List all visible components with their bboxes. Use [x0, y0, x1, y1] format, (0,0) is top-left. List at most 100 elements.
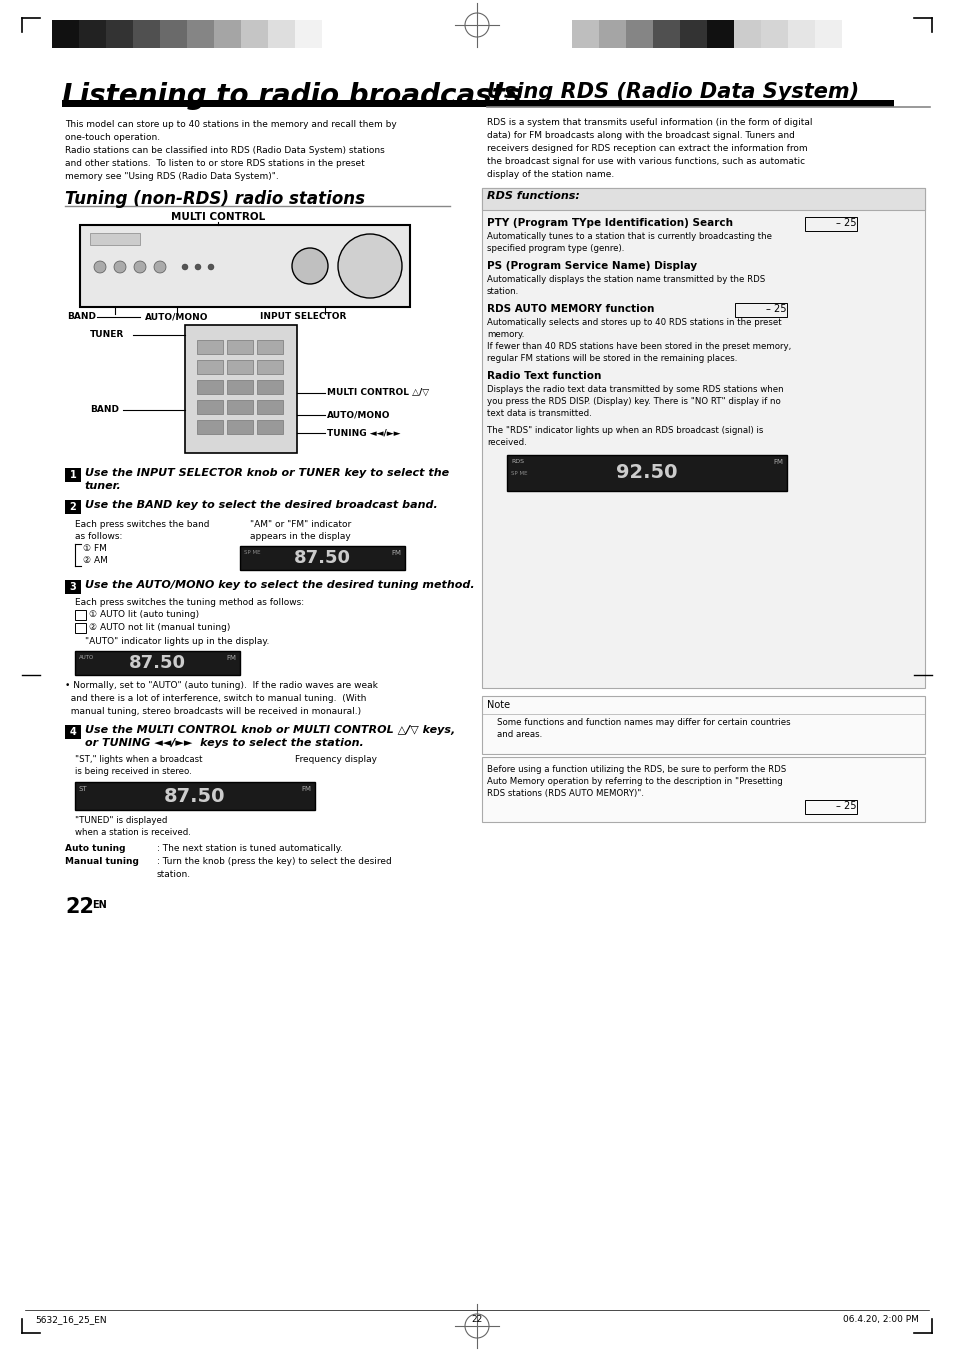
- Text: 4: 4: [70, 727, 76, 738]
- Text: "TUNED" is displayed: "TUNED" is displayed: [75, 816, 167, 825]
- Text: receivers designed for RDS reception can extract the information from: receivers designed for RDS reception can…: [486, 145, 807, 153]
- Bar: [132, 20, 160, 49]
- Bar: [625, 20, 652, 49]
- Text: station.: station.: [157, 870, 191, 880]
- Text: Listening to radio broadcasts: Listening to radio broadcasts: [62, 82, 521, 109]
- Text: 87.50: 87.50: [129, 654, 186, 671]
- Text: Some functions and function names may differ for certain countries: Some functions and function names may di…: [497, 717, 790, 727]
- Text: ② AM: ② AM: [83, 557, 108, 565]
- Text: AUTO/MONO: AUTO/MONO: [327, 409, 390, 419]
- Text: Automatically displays the station name transmitted by the RDS: Automatically displays the station name …: [486, 276, 764, 284]
- Bar: [481, 696, 924, 754]
- Bar: [481, 188, 924, 209]
- Text: or TUNING ◄◄/►►  keys to select the station.: or TUNING ◄◄/►► keys to select the stati…: [85, 738, 363, 748]
- Text: The "RDS" indicator lights up when an RDS broadcast (signal) is: The "RDS" indicator lights up when an RD…: [486, 426, 762, 435]
- Text: PTY (Program TYpe Identification) Search: PTY (Program TYpe Identification) Search: [486, 218, 732, 228]
- Bar: [160, 20, 187, 49]
- Bar: [804, 800, 856, 815]
- Text: FM: FM: [301, 786, 311, 792]
- Bar: [706, 20, 733, 49]
- Text: FM: FM: [226, 655, 235, 661]
- Text: received.: received.: [486, 438, 526, 447]
- Text: data) for FM broadcasts along with the broadcast signal. Tuners and: data) for FM broadcasts along with the b…: [486, 131, 794, 141]
- Text: : The next station is tuned automatically.: : The next station is tuned automaticall…: [157, 844, 342, 852]
- Bar: [106, 20, 132, 49]
- Text: FM: FM: [772, 459, 782, 465]
- Text: "ST," lights when a broadcast: "ST," lights when a broadcast: [75, 755, 202, 765]
- Text: as follows:: as follows:: [75, 532, 122, 540]
- Text: RDS is a system that transmits useful information (in the form of digital: RDS is a system that transmits useful in…: [486, 118, 812, 127]
- Bar: [185, 326, 296, 453]
- Text: AUTO: AUTO: [79, 655, 94, 661]
- Text: BAND: BAND: [67, 312, 96, 322]
- Text: MULTI CONTROL: MULTI CONTROL: [171, 212, 265, 222]
- Bar: [227, 380, 253, 394]
- Circle shape: [113, 261, 126, 273]
- Bar: [240, 546, 405, 570]
- Bar: [734, 303, 786, 317]
- Text: Radio stations can be classified into RDS (Radio Data System) stations: Radio stations can be classified into RD…: [65, 146, 384, 155]
- Text: regular FM stations will be stored in the remaining places.: regular FM stations will be stored in th…: [486, 354, 737, 363]
- Text: TUNING ◄◄/►►: TUNING ◄◄/►►: [327, 428, 400, 436]
- Bar: [196, 420, 223, 434]
- Text: RDS functions:: RDS functions:: [486, 190, 579, 201]
- Text: 22: 22: [471, 1315, 482, 1324]
- Bar: [294, 20, 322, 49]
- Text: Use the AUTO/MONO key to select the desired tuning method.: Use the AUTO/MONO key to select the desi…: [85, 580, 475, 590]
- Text: 22: 22: [65, 897, 94, 917]
- Bar: [227, 400, 253, 413]
- Text: RDS AUTO MEMORY function: RDS AUTO MEMORY function: [486, 304, 654, 313]
- Text: 87.50: 87.50: [164, 786, 226, 805]
- Text: SP ME: SP ME: [511, 471, 527, 476]
- Text: Using RDS (Radio Data System): Using RDS (Radio Data System): [486, 82, 859, 101]
- Bar: [814, 20, 841, 49]
- Text: is being received in stereo.: is being received in stereo.: [75, 767, 192, 775]
- Bar: [787, 20, 814, 49]
- Text: 87.50: 87.50: [294, 549, 351, 567]
- Text: RDS stations (RDS AUTO MEMORY)".: RDS stations (RDS AUTO MEMORY)".: [486, 789, 643, 798]
- Bar: [227, 420, 253, 434]
- Circle shape: [182, 263, 188, 270]
- Bar: [65, 467, 81, 482]
- Bar: [52, 20, 79, 49]
- Text: Use the INPUT SELECTOR knob or TUNER key to select the: Use the INPUT SELECTOR knob or TUNER key…: [85, 467, 449, 478]
- Text: RDS: RDS: [511, 459, 523, 463]
- Text: – 25: – 25: [836, 218, 856, 228]
- Text: PS (Program Service Name) Display: PS (Program Service Name) Display: [486, 261, 697, 272]
- Bar: [196, 380, 223, 394]
- Text: display of the station name.: display of the station name.: [486, 170, 614, 178]
- Text: Auto Memory operation by referring to the description in "Presetting: Auto Memory operation by referring to th…: [486, 777, 781, 786]
- Text: Note: Note: [486, 700, 510, 711]
- Bar: [256, 340, 283, 354]
- Text: Auto tuning: Auto tuning: [65, 844, 126, 852]
- Text: when a station is received.: when a station is received.: [75, 828, 191, 838]
- Text: memory.: memory.: [486, 330, 524, 339]
- Text: Automatically tunes to a station that is currently broadcasting the: Automatically tunes to a station that is…: [486, 232, 771, 240]
- Bar: [65, 580, 81, 594]
- Text: BAND: BAND: [90, 405, 119, 413]
- Bar: [196, 359, 223, 374]
- Text: Before using a function utilizing the RDS, be sure to perform the RDS: Before using a function utilizing the RD…: [486, 765, 785, 774]
- Bar: [196, 400, 223, 413]
- Bar: [268, 20, 294, 49]
- Bar: [481, 757, 924, 821]
- Bar: [187, 20, 213, 49]
- Text: 3: 3: [70, 582, 76, 592]
- Text: ST: ST: [79, 786, 88, 792]
- Circle shape: [194, 263, 201, 270]
- Text: INPUT SELECTOR: INPUT SELECTOR: [260, 312, 346, 322]
- Bar: [196, 340, 223, 354]
- Circle shape: [153, 261, 166, 273]
- Text: Automatically selects and stores up to 40 RDS stations in the preset: Automatically selects and stores up to 4…: [486, 317, 781, 327]
- Bar: [572, 20, 598, 49]
- Bar: [760, 20, 787, 49]
- Bar: [256, 420, 283, 434]
- Text: Use the BAND key to select the desired broadcast band.: Use the BAND key to select the desired b…: [85, 500, 437, 509]
- Text: – 25: – 25: [765, 304, 786, 313]
- Bar: [213, 20, 241, 49]
- Bar: [80, 226, 410, 307]
- Circle shape: [337, 234, 401, 299]
- Circle shape: [133, 261, 146, 273]
- Text: 92.50: 92.50: [616, 463, 677, 482]
- Text: TUNER: TUNER: [90, 330, 124, 339]
